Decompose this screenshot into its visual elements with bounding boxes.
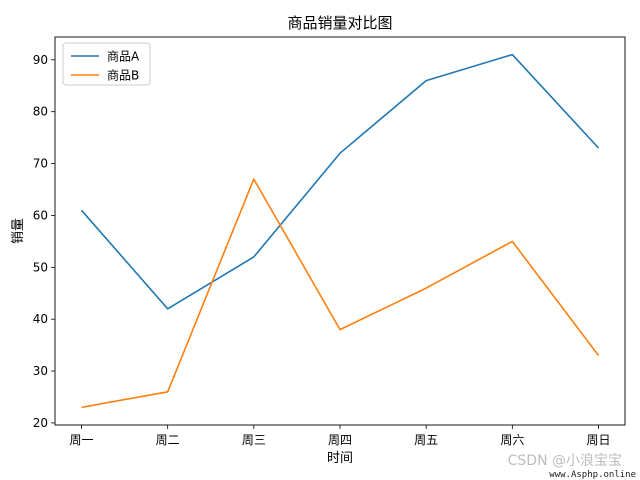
y-tick-label: 70 [33,157,48,171]
y-tick-label: 20 [33,416,48,430]
watermark-site: www.Asphp.online [549,470,636,480]
y-tick-label: 60 [33,208,48,222]
axes [54,36,626,426]
x-tick-label: 周日 [586,433,610,447]
series-lines [80,53,600,409]
x-tick-label: 周五 [414,433,438,447]
y-tick-label: 40 [33,312,48,326]
plot-frame [54,36,626,426]
legend: 商品A 商品B [62,42,151,86]
series-line-2 [81,178,600,409]
watermark-text: CSDN @小浪宝宝 [507,453,622,469]
series-line-1 [80,53,600,310]
y-tick-label: 30 [33,364,48,378]
x-axis-label: 时间 [327,451,353,466]
legend-label: 商品A [107,49,140,64]
x-tick-label: 周四 [328,433,352,447]
y-tick-label: 50 [33,260,48,274]
ticks: 周一 周二 周三 周四 周五 周六 周日 20 30 40 50 60 70 80 90 [33,53,611,447]
x-tick-label: 周一 [69,433,93,447]
x-tick-label: 周六 [500,433,524,447]
legend-label: 商品B [107,68,139,83]
y-tick-label: 90 [33,53,48,67]
x-tick-label: 周三 [242,433,266,447]
y-tick-label: 80 [33,105,48,119]
chart-title: 商品销量对比图 [287,14,392,32]
y-axis-label: 销量 [11,218,26,244]
x-tick-label: 周二 [156,433,180,447]
